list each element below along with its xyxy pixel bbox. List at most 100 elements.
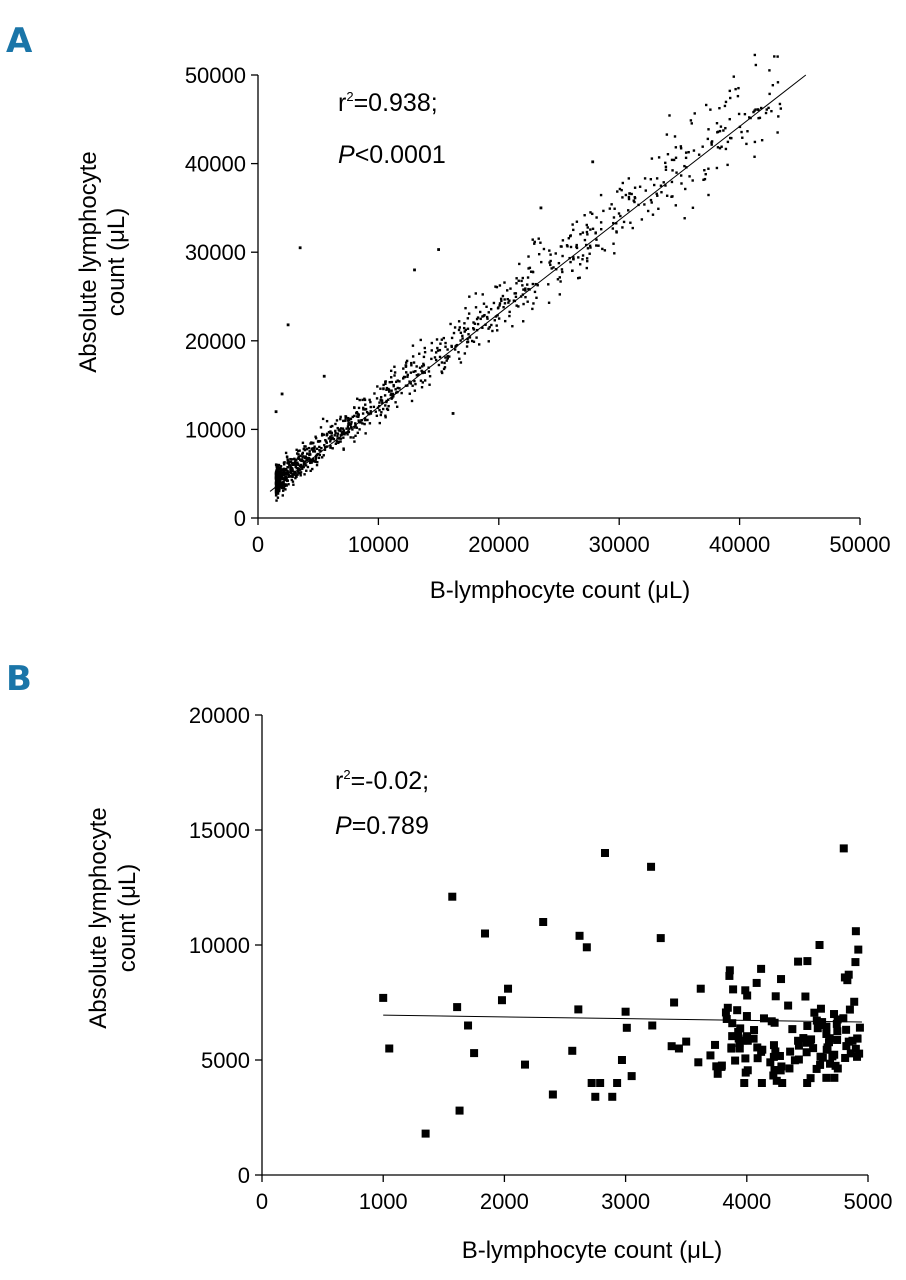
data-point-a xyxy=(674,156,678,159)
data-point-a xyxy=(304,456,307,460)
data-point-a xyxy=(280,469,284,472)
data-point-a xyxy=(615,231,618,234)
data-point-a xyxy=(369,410,372,413)
y-tick-label-b: 10000 xyxy=(189,933,250,958)
data-point-a xyxy=(503,302,507,305)
data-point-a xyxy=(691,179,694,182)
x-tick-label-a: 40000 xyxy=(709,532,770,557)
y-axis-label-line2-a: count (μL) xyxy=(103,208,130,317)
data-point-a xyxy=(343,419,347,422)
data-point-a xyxy=(457,320,461,323)
data-point-a xyxy=(395,405,399,408)
data-point-a xyxy=(405,359,409,363)
data-point-a xyxy=(358,398,361,402)
data-point-a xyxy=(621,226,624,229)
data-point-a xyxy=(394,401,397,404)
data-point-a xyxy=(420,386,424,389)
data-point-a xyxy=(760,138,764,142)
data-point-a xyxy=(422,362,425,366)
data-point-a xyxy=(325,434,329,437)
data-point-a xyxy=(619,214,622,218)
data-point-a xyxy=(740,130,743,134)
data-point-b xyxy=(777,1062,786,1071)
data-point-b xyxy=(802,1048,811,1057)
data-point-a xyxy=(578,276,581,279)
data-point-a xyxy=(305,452,309,455)
data-point-a xyxy=(679,174,683,177)
data-point-a xyxy=(418,366,422,369)
data-point-a xyxy=(673,135,677,138)
data-point-a xyxy=(319,426,323,429)
data-point-a xyxy=(359,421,362,424)
data-point-a xyxy=(534,282,537,286)
data-point-a xyxy=(585,223,588,227)
data-point-a xyxy=(710,143,713,146)
data-point-a xyxy=(286,323,290,327)
regression-line-a xyxy=(269,74,807,492)
data-point-a xyxy=(357,413,360,416)
data-point-a xyxy=(434,358,438,362)
data-point-a xyxy=(741,136,744,139)
data-point-a xyxy=(627,177,631,180)
data-point-a xyxy=(548,261,551,264)
data-point-a xyxy=(277,470,280,473)
data-point-b xyxy=(806,1036,815,1045)
data-point-a xyxy=(322,374,326,378)
data-point-a xyxy=(382,383,385,387)
data-point-a xyxy=(736,94,740,98)
data-point-a xyxy=(707,128,710,131)
data-point-a xyxy=(277,487,280,490)
x-tick-label-b: 0 xyxy=(256,1189,268,1214)
data-point-a xyxy=(378,421,381,425)
data-point-a xyxy=(726,163,729,167)
data-point-a xyxy=(323,443,326,447)
data-point-a xyxy=(315,447,319,450)
data-point-a xyxy=(291,468,294,471)
data-point-a xyxy=(683,164,686,168)
data-point-a xyxy=(279,474,283,478)
data-point-a xyxy=(307,456,311,460)
data-point-a xyxy=(440,361,444,364)
data-point-a xyxy=(396,386,399,390)
data-point-a xyxy=(745,142,748,146)
data-point-a xyxy=(375,397,379,400)
data-point-b xyxy=(743,991,752,1000)
data-point-a xyxy=(664,165,668,169)
data-point-a xyxy=(282,467,286,471)
data-point-a xyxy=(323,448,327,452)
data-point-a xyxy=(274,494,278,497)
data-point-b xyxy=(757,964,766,973)
data-point-a xyxy=(285,455,289,459)
data-point-a xyxy=(548,249,551,252)
data-point-a xyxy=(533,240,536,244)
data-point-a xyxy=(369,400,372,404)
data-point-a xyxy=(453,326,457,329)
data-point-a xyxy=(294,476,297,480)
data-point-a xyxy=(453,348,457,351)
data-point-a xyxy=(415,365,418,368)
data-point-a xyxy=(402,375,406,379)
data-point-a xyxy=(457,350,460,354)
data-point-a xyxy=(578,263,582,266)
data-point-b xyxy=(539,918,548,926)
data-point-a xyxy=(527,287,530,291)
data-point-a xyxy=(307,446,311,450)
data-point-a xyxy=(296,473,299,476)
data-point-a xyxy=(586,247,590,250)
data-point-a xyxy=(353,440,356,443)
data-point-a xyxy=(347,421,350,424)
data-point-a xyxy=(565,244,569,247)
data-point-a xyxy=(349,425,353,429)
data-point-a xyxy=(466,317,470,320)
data-point-a xyxy=(314,455,318,458)
data-point-a xyxy=(554,252,557,255)
data-point-a xyxy=(296,457,300,460)
data-point-b xyxy=(725,966,734,975)
data-point-a xyxy=(339,429,342,433)
data-point-a xyxy=(312,441,315,445)
data-point-a xyxy=(329,425,333,428)
data-point-b xyxy=(812,1064,821,1073)
data-point-a xyxy=(387,388,391,392)
data-point-a xyxy=(633,186,637,189)
data-point-a xyxy=(274,483,278,486)
